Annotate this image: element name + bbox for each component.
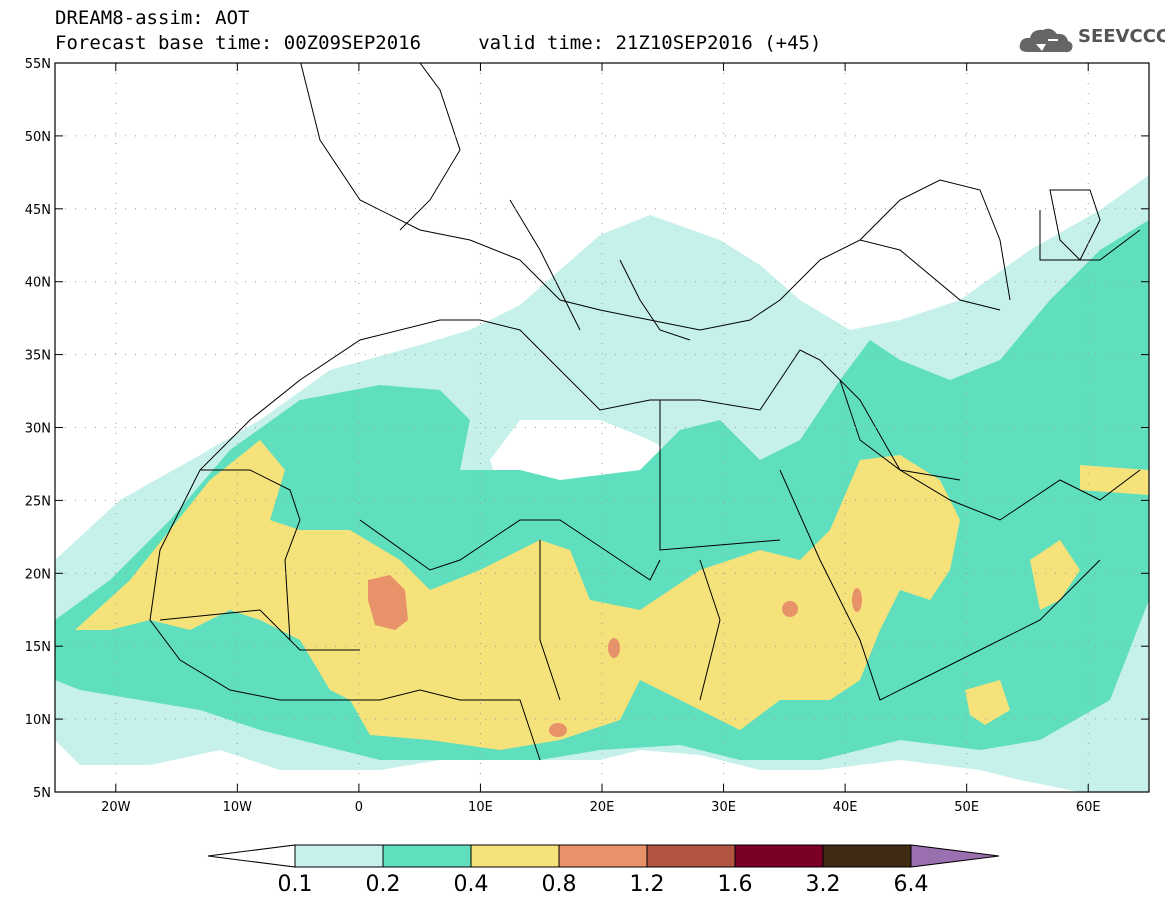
- aot-band-0.8: [782, 601, 798, 617]
- colorbar-label: 1.6: [718, 872, 753, 897]
- colorbar-segment: [294, 844, 384, 868]
- coastlines: [149, 63, 1141, 761]
- lat-label: 5N: [33, 786, 51, 801]
- lon-label: 50E: [954, 800, 979, 815]
- colorbar-segment: [646, 844, 736, 868]
- colorbar-label: 0.1: [278, 872, 313, 897]
- lat-label: 40N: [25, 276, 51, 291]
- colorbar-under-arrow: [207, 844, 296, 868]
- lon-label: 10W: [223, 800, 253, 815]
- aot-band-0.8: [608, 638, 620, 658]
- lon-label: 20W: [101, 800, 131, 815]
- colorbar: 0.1 0.2 0.4 0.8 1.2 1.6 3.2 6.4: [207, 844, 1000, 897]
- lat-label: 15N: [25, 640, 51, 655]
- logo-text: SEEVCCC: [1078, 26, 1165, 47]
- lon-label: 60E: [1076, 800, 1101, 815]
- aot-band-0.4: [75, 440, 960, 750]
- colorbar-label: 3.2: [806, 872, 841, 897]
- lon-label: 40E: [833, 800, 858, 815]
- aot-band-0.4: [965, 680, 1010, 725]
- lat-label: 45N: [25, 203, 51, 218]
- latitude-labels: 55N 50N 45N 40N 35N 30N 25N 20N 15N 10N 5N: [25, 57, 51, 801]
- colorbar-label: 0.2: [366, 872, 401, 897]
- colorbar-segment: [734, 844, 824, 868]
- lat-label: 25N: [25, 494, 51, 509]
- colorbar-segment: [382, 844, 472, 868]
- cloud-icon: [1019, 28, 1073, 53]
- lat-label: 30N: [25, 422, 51, 437]
- colorbar-label: 0.8: [542, 872, 577, 897]
- colorbar-label: 1.2: [630, 872, 665, 897]
- seevccc-logo: SEEVCCC: [1018, 24, 1165, 58]
- lon-label: 20E: [590, 800, 615, 815]
- lon-label: 0: [355, 800, 363, 815]
- colorbar-segment: [470, 844, 560, 868]
- aot-band-0.8: [368, 575, 408, 630]
- lat-label: 35N: [25, 349, 51, 364]
- aot-band-0.8: [852, 588, 862, 612]
- aot-band-0.4: [1080, 465, 1149, 495]
- colorbar-label: 6.4: [894, 872, 929, 897]
- colorbar-segment: [558, 844, 648, 868]
- lat-label: 20N: [25, 567, 51, 582]
- lat-label: 10N: [25, 713, 51, 728]
- lat-label: 50N: [25, 130, 51, 145]
- longitude-labels: 20W 10W 0 10E 20E 30E 40E 50E 60E: [101, 800, 1101, 815]
- axis-ticks: [55, 62, 1149, 793]
- title-line-2: Forecast base time: 00Z09SEP2016 valid t…: [55, 32, 822, 54]
- colorbar-label: 0.4: [454, 872, 489, 897]
- colorbar-over-arrow: [910, 844, 1000, 868]
- colorbar-segment: [822, 844, 912, 868]
- aot-band-0.8: [549, 723, 567, 737]
- lat-label: 55N: [25, 57, 51, 72]
- lon-label: 10E: [468, 800, 493, 815]
- title-line-1: DREAM8-assim: AOT: [55, 7, 250, 29]
- aot-band-0.4: [1030, 540, 1080, 610]
- lon-label: 30E: [711, 800, 736, 815]
